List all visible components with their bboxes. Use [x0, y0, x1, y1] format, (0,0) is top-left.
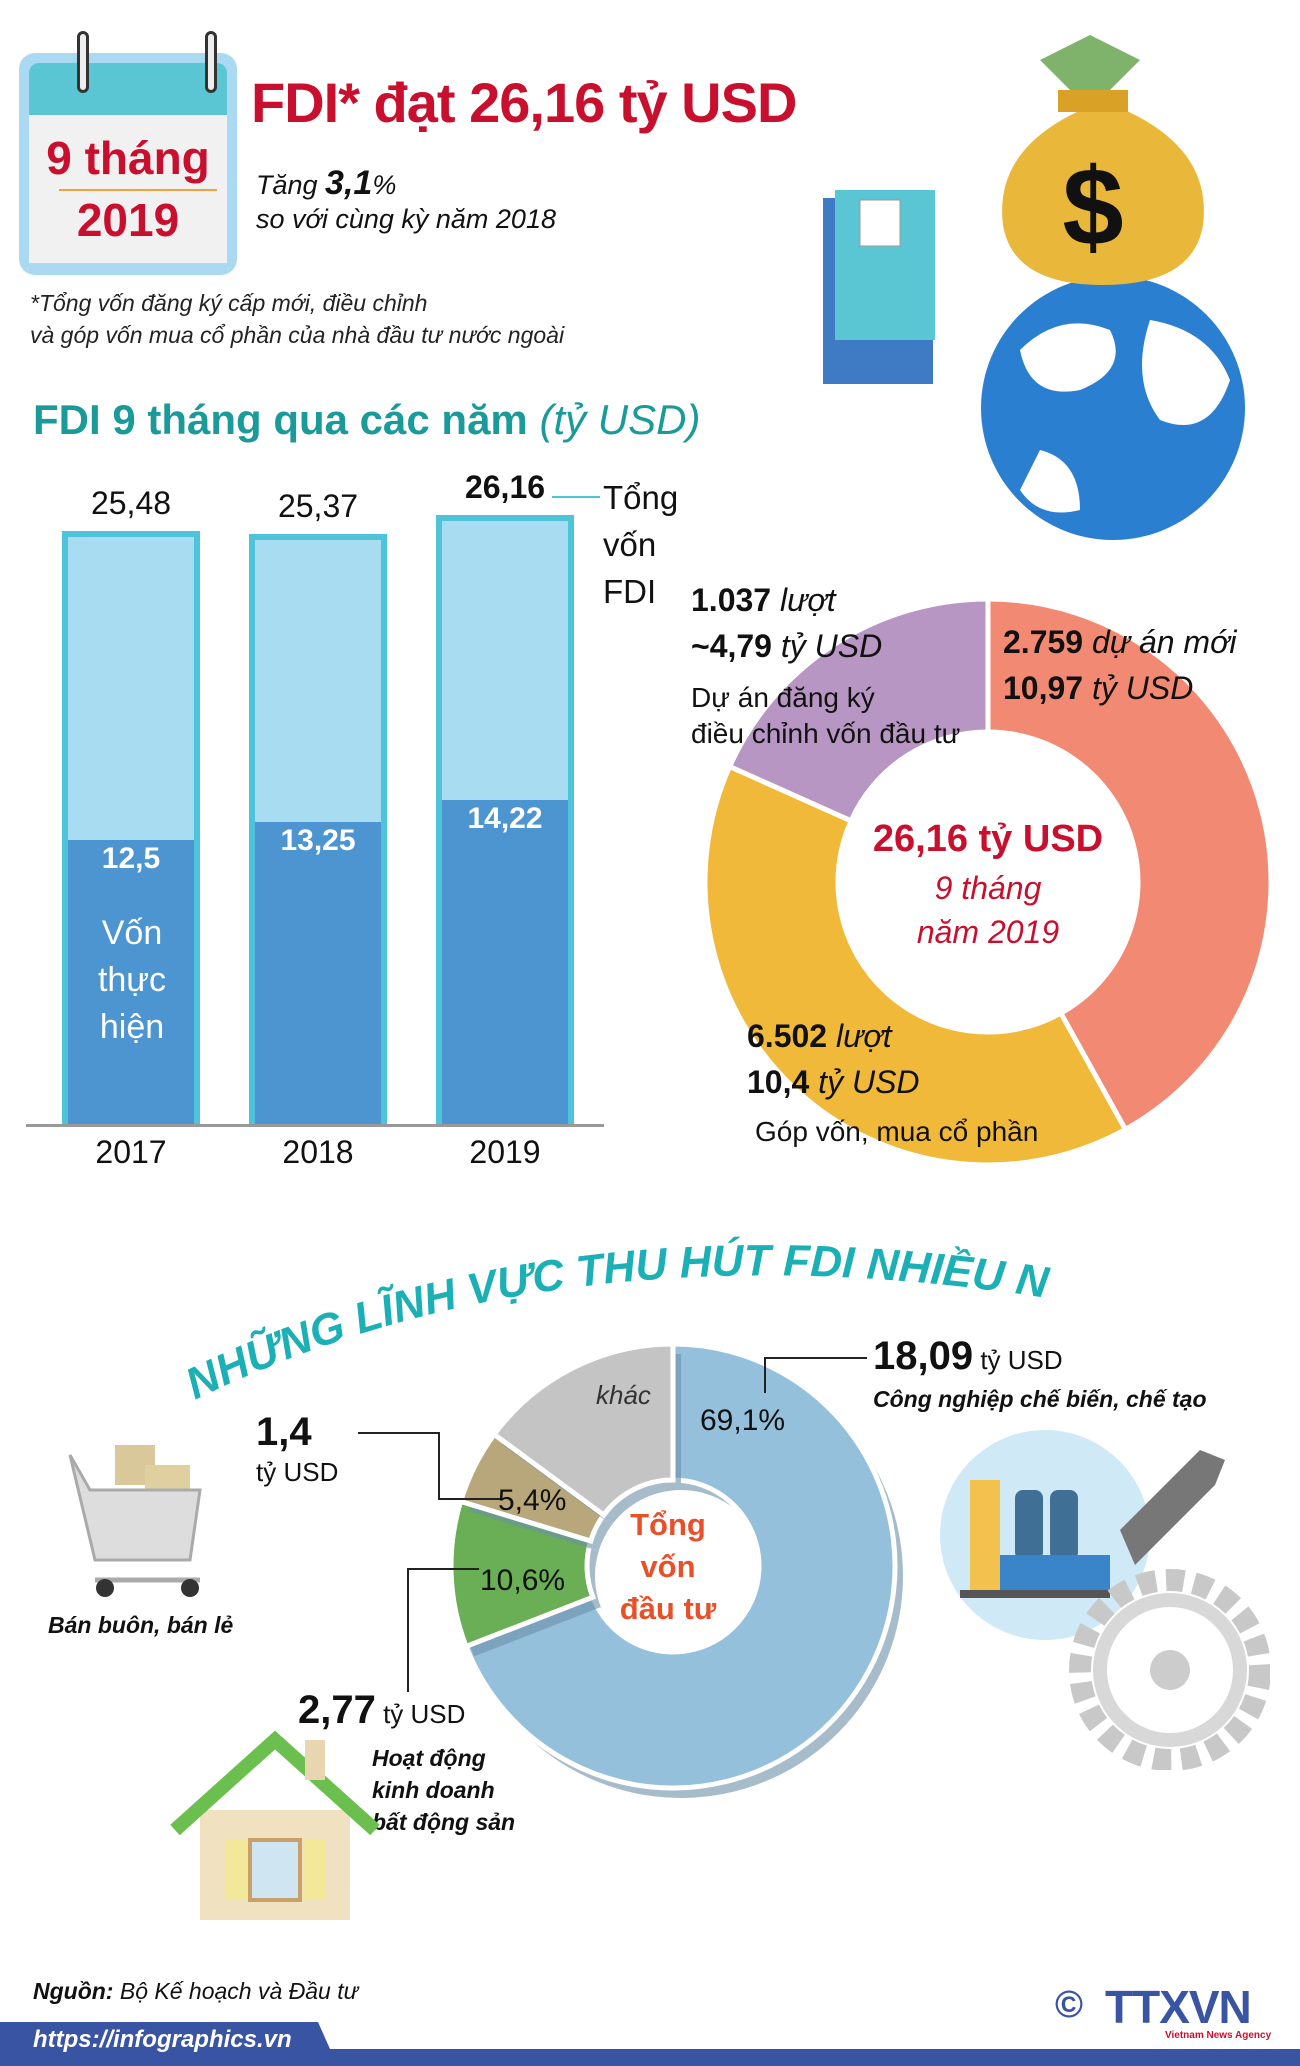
- folder-icon: [823, 190, 935, 384]
- capital-contribution-amount: 10,4 tỷ USD: [747, 1064, 920, 1100]
- bar-chart-title: FDI 9 tháng qua các năm (tỷ USD): [33, 396, 701, 443]
- footnote-line2: và góp vốn mua cổ phần của nhà đầu tư nư…: [30, 322, 565, 348]
- source-text: Nguồn: Bộ Kế hoạch và Đầu tư: [33, 1978, 359, 2004]
- bar-realized-value: 13,25: [280, 824, 356, 858]
- capital-contribution-desc: Góp vốn, mua cổ phần: [755, 1116, 1039, 1147]
- money-globe-illustration: $: [823, 35, 1245, 540]
- shopping-cart-icon: [68, 1445, 202, 1597]
- growth-text: Tăng 3,1%: [256, 164, 397, 202]
- year-label: 2019: [469, 1134, 541, 1170]
- adjust-amount: ~4,79 tỷ USD: [691, 628, 883, 664]
- calendar-period: 9 tháng: [46, 132, 210, 184]
- year-label: 2018: [282, 1134, 354, 1170]
- bar-total-2017: 12,5: [62, 531, 200, 1125]
- bar-realized-2019: 14,22: [442, 799, 568, 1125]
- retail-amount: 1,4: [256, 1410, 312, 1454]
- svg-text:$: $: [1062, 146, 1123, 269]
- bar-realized-2018: 13,25: [255, 822, 381, 1125]
- bar-realized-2017: 12,5: [68, 839, 194, 1125]
- label-other: khác: [596, 1380, 651, 1410]
- year-label: 2017: [95, 1134, 167, 1170]
- copyright-icon: ©: [1055, 1984, 1083, 2026]
- bar-total-value: 26,16: [464, 469, 546, 506]
- ttxvn-logo: TTXVN: [1105, 1981, 1252, 2033]
- page-title: FDI* đạt 26,16 tỷ USD: [251, 71, 797, 134]
- manufacturing-label: Công nghiệp chế biến, chế tạo: [873, 1386, 1207, 1412]
- adjust-desc1: Dự án đăng ký: [691, 682, 875, 713]
- pct-manufacturing: 69,1%: [700, 1404, 786, 1437]
- globe-icon: [981, 276, 1245, 540]
- money-bag-icon: $: [1002, 35, 1204, 285]
- new-projects-amount: 10,97 tỷ USD: [1003, 670, 1194, 706]
- retail-label: Bán buôn, bán lẻ: [48, 1612, 234, 1638]
- manufacturing-amount: 18,09 tỷ USD: [873, 1334, 1063, 1378]
- donut2-center: Tổng vốn đầu tư: [619, 1507, 717, 1626]
- donut1-center-period: 9 tháng: [934, 870, 1042, 906]
- real-estate-label: Hoạt động kinh doanh bất động sản: [372, 1745, 516, 1835]
- capital-contribution-count: 6.502 lượt: [747, 1018, 892, 1054]
- new-projects-count: 2.759 dự án mới: [1003, 624, 1237, 660]
- bar-realized-value: 12,5: [101, 841, 161, 875]
- bar-realized-value: 14,22: [467, 801, 543, 835]
- realized-legend: Vốn thực hiện: [97, 914, 167, 1046]
- bar-total-value: 25,48: [90, 485, 172, 522]
- website-link[interactable]: https://infographics.vn: [33, 2026, 292, 2053]
- bar-total-2019: 14,22: [436, 515, 574, 1125]
- total-legend-leader: [552, 496, 600, 498]
- bar-total-value: 25,37: [277, 487, 359, 524]
- bar-total-2018: 13,25: [249, 533, 387, 1125]
- total-legend: Tổng vốn FDI: [603, 479, 679, 610]
- footnote-line1: *Tổng vốn đăng ký cấp mới, điều chỉnh: [30, 290, 428, 316]
- donut1-center-total: 26,16 tỷ USD: [872, 818, 1104, 860]
- donut1-center-year: năm 2019: [916, 914, 1060, 950]
- bar-chart-baseline: [26, 1124, 604, 1127]
- retail-unit: tỷ USD: [256, 1457, 339, 1487]
- pct-retail: 5,4%: [498, 1484, 567, 1517]
- real-estate-amount: 2,77 tỷ USD: [298, 1688, 466, 1732]
- calendar-icon: 9 tháng 2019: [19, 31, 237, 275]
- calendar-year: 2019: [76, 194, 180, 246]
- house-icon: [170, 1730, 380, 1920]
- adjust-desc2: điều chỉnh vốn đầu tư: [691, 718, 961, 749]
- factory-gear-icon: [940, 1430, 1270, 1770]
- pct-real-estate: 10,6%: [480, 1564, 566, 1597]
- growth-compare: so với cùng kỳ năm 2018: [256, 204, 556, 234]
- adjust-count: 1.037 lượt: [691, 582, 836, 618]
- ttxvn-logo-sub: Vietnam News Agency: [1165, 2030, 1272, 2041]
